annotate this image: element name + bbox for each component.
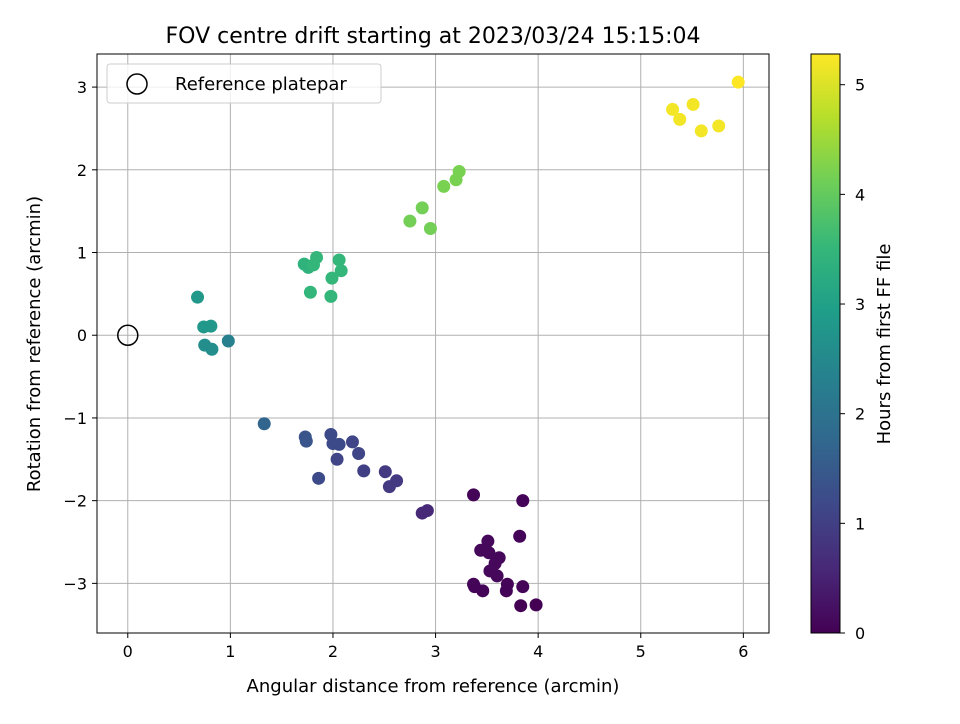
scatter-point: [673, 112, 687, 126]
scatter-point: [481, 534, 495, 548]
scatter-point: [666, 102, 680, 116]
y-tick-label: −1: [63, 409, 87, 428]
scatter-point: [378, 465, 392, 479]
colorbar-tick-label: 5: [855, 76, 865, 95]
y-tick-label: −3: [63, 574, 87, 593]
scatter-point: [712, 119, 726, 133]
colorbar-ticks: 0 1 2 3 4 5: [840, 76, 865, 643]
chart-title: FOV centre drift starting at 2023/03/24 …: [166, 24, 701, 49]
scatter-point: [452, 164, 466, 178]
colorbar-tick-label: 1: [855, 514, 865, 533]
scatter-point: [303, 285, 317, 299]
scatter-point: [205, 342, 219, 356]
scatter-point: [686, 97, 700, 111]
colorbar-tick-label: 3: [855, 295, 865, 314]
scatter-point: [204, 319, 218, 333]
legend: Reference platepar: [106, 63, 382, 104]
scatter-point: [221, 334, 235, 348]
scatter-point: [306, 258, 320, 272]
y-tick-label: 0: [77, 326, 87, 345]
y-tick-label: 3: [77, 78, 87, 97]
colorbar-label: Hours from first FF file: [874, 244, 895, 445]
scatter-point: [325, 271, 339, 285]
scatter-point: [467, 488, 481, 502]
scatter-point: [482, 546, 496, 560]
scatter-point: [423, 222, 437, 236]
scatter-point: [476, 584, 490, 598]
legend-box: [106, 63, 382, 104]
scatter-point: [731, 75, 745, 89]
scatter-point: [499, 584, 513, 598]
scatter-point: [299, 434, 313, 448]
plot-frame: [96, 53, 770, 634]
scatter-point: [490, 569, 504, 583]
scatter-point: [529, 598, 543, 612]
y-axis-ticks: 3 2 1 0 −1 −2 −3: [63, 78, 97, 593]
x-tick-label: 3: [430, 642, 440, 661]
scatter-point: [312, 471, 326, 485]
scatter-point: [420, 504, 434, 518]
x-tick-label: 0: [123, 642, 133, 661]
y-tick-label: 2: [77, 161, 87, 180]
x-tick-label: 4: [533, 642, 543, 661]
y-tick-label: −2: [63, 492, 87, 511]
colorbar: [810, 53, 841, 634]
x-tick-label: 5: [636, 642, 646, 661]
scatter-point: [694, 124, 708, 138]
scatter-point: [513, 529, 527, 543]
scatter-point: [403, 214, 417, 228]
colorbar-tick-label: 2: [855, 405, 865, 424]
scatter-point: [514, 599, 528, 613]
x-tick-label: 2: [328, 642, 338, 661]
scatter-point: [257, 417, 271, 431]
x-tick-label: 1: [225, 642, 235, 661]
x-axis-ticks: 0 1 2 3 4 5 6: [123, 633, 748, 661]
scatter-point: [437, 179, 451, 193]
scatter-point: [352, 447, 366, 461]
legend-entry-label: Reference platepar: [175, 74, 347, 95]
y-tick-label: 1: [77, 244, 87, 263]
scatter-point: [516, 494, 530, 508]
colorbar-tick-label: 0: [855, 624, 865, 643]
reference-platepar-marker: [117, 324, 139, 346]
x-axis-label: Angular distance from reference (arcmin): [247, 676, 620, 697]
scatter-point: [332, 437, 346, 451]
scatter-point: [330, 452, 344, 466]
scatter-point: [345, 435, 359, 449]
legend-marker-icon: [126, 73, 148, 95]
scatter-point: [324, 289, 338, 303]
scatter-point: [357, 464, 371, 478]
scatter-point: [191, 290, 205, 304]
scatter-point: [415, 201, 429, 215]
colorbar-tick-label: 4: [855, 185, 865, 204]
scatter-point: [334, 264, 348, 278]
data-points: [191, 75, 745, 613]
y-axis-label: Rotation from reference (arcmin): [24, 196, 45, 492]
scatter-point: [516, 580, 530, 594]
x-tick-label: 6: [738, 642, 748, 661]
scatter-point: [332, 253, 346, 267]
scatter-point: [382, 480, 396, 494]
